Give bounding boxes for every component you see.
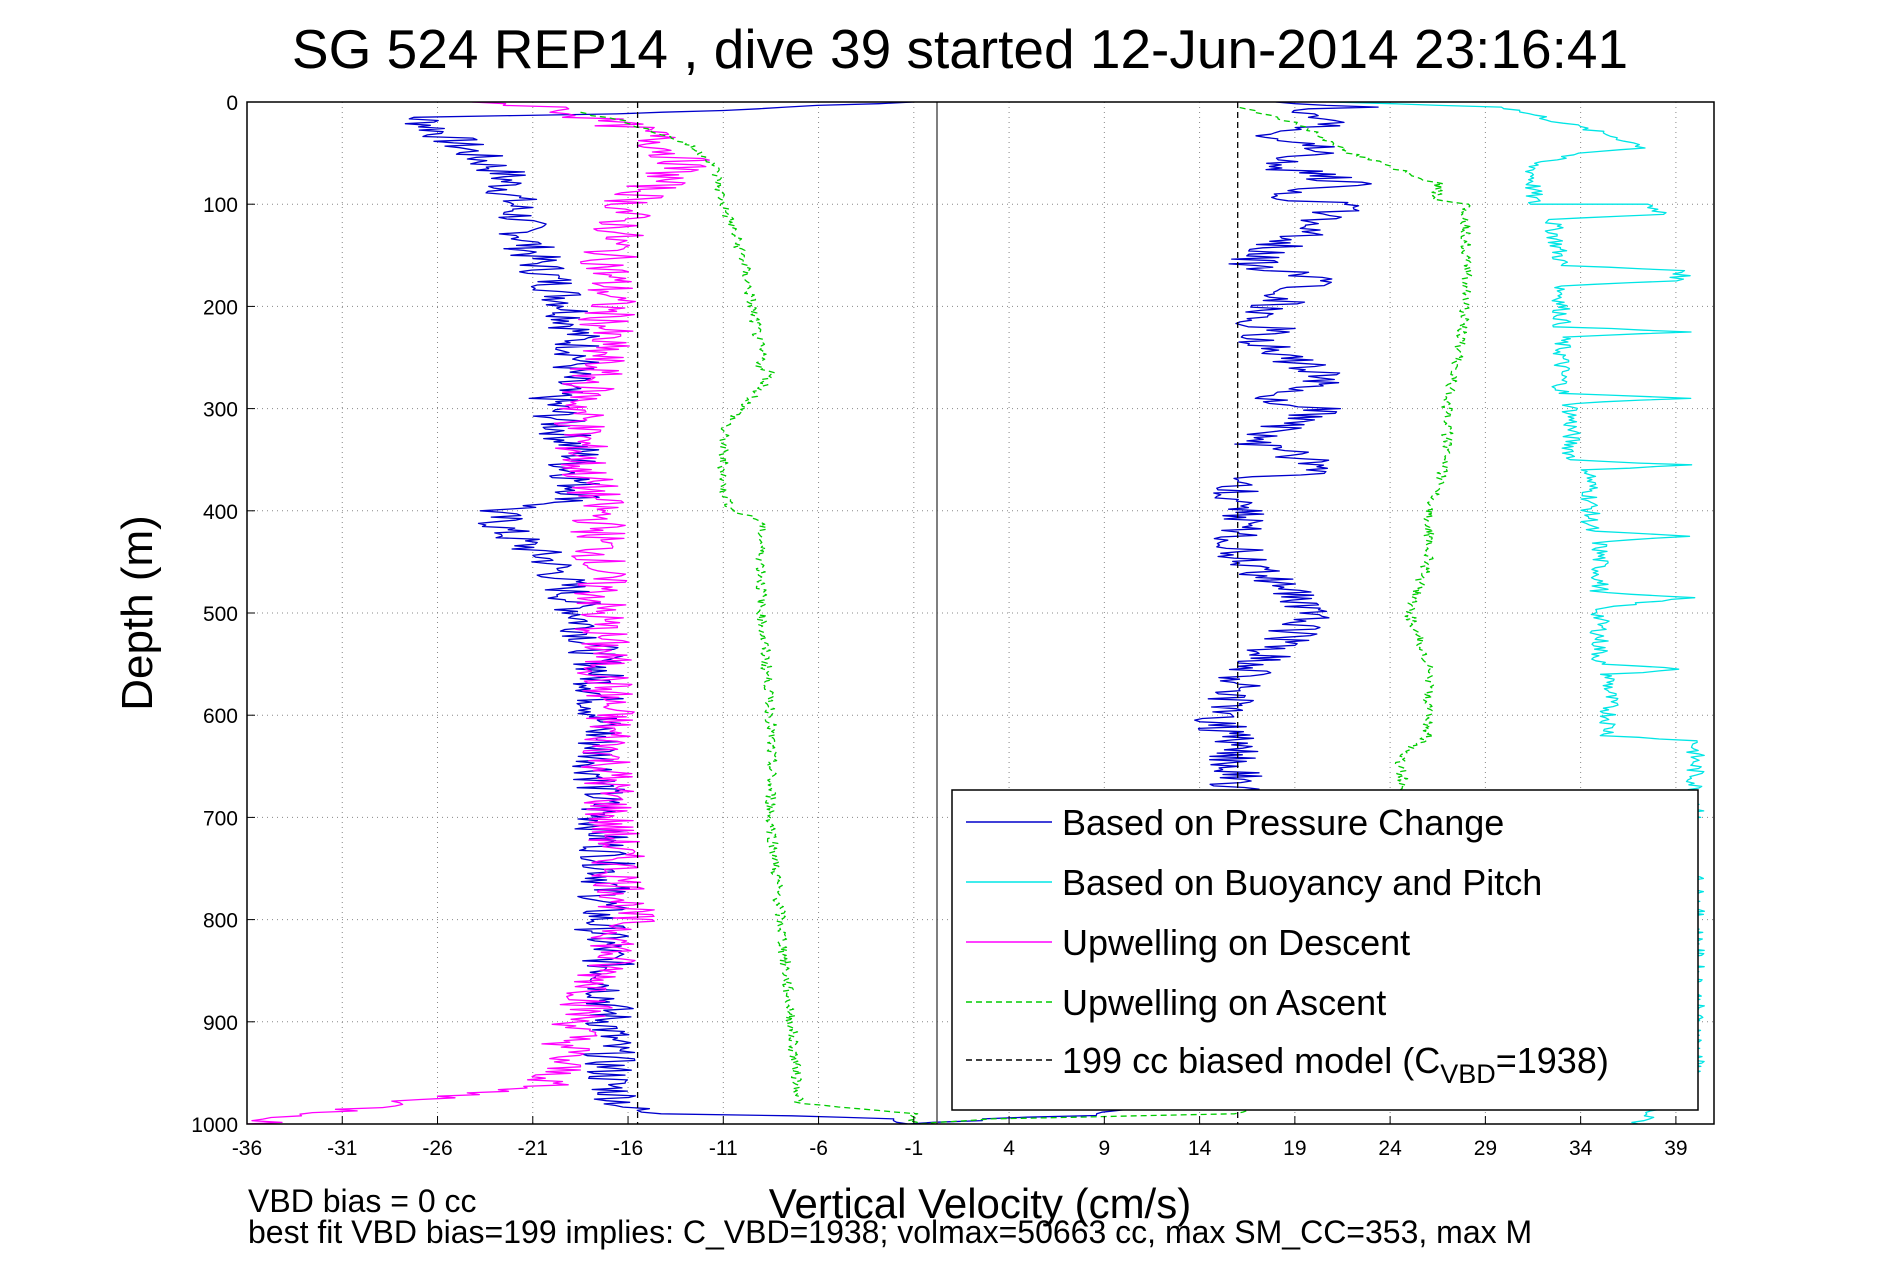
- legend-label-pressure: Based on Pressure Change: [1062, 802, 1504, 843]
- x-tick-label: 9: [1098, 1137, 1110, 1160]
- legend-label-model-tail: =1938): [1496, 1040, 1609, 1081]
- y-tick-label: 900: [203, 1012, 238, 1035]
- y-tick-label: 200: [203, 296, 238, 319]
- y-tick-label: 1000: [191, 1114, 238, 1137]
- x-tick-label: -16: [613, 1137, 643, 1160]
- x-tick-label: -1: [904, 1137, 923, 1160]
- y-tick-label: 800: [203, 910, 238, 933]
- legend-label-descent: Upwelling on Descent: [1062, 922, 1410, 963]
- annotation-vbd-bias: VBD bias = 0 cc: [248, 1183, 477, 1219]
- legend: Based on Pressure Change Based on Buoyan…: [951, 789, 1699, 1111]
- x-tick-label: -11: [709, 1137, 738, 1160]
- legend-label-model-sub: VBD: [1440, 1059, 1496, 1089]
- y-axis-label: Depth (m): [113, 515, 162, 711]
- x-tick-label: -6: [809, 1137, 828, 1160]
- series-lines: [247, 102, 1706, 1124]
- x-tick-label: -31: [327, 1137, 357, 1160]
- y-tick-label: 100: [203, 194, 238, 217]
- legend-label-model: 199 cc biased model (CVBD=1938): [1062, 1040, 1609, 1089]
- x-tick-label: -21: [518, 1137, 548, 1160]
- x-tick-label: 14: [1188, 1137, 1212, 1160]
- y-tick-label: 500: [203, 603, 238, 626]
- axis-ticks: -36 -31 -26 -21 -16 -11 -6 -1 4 9 14 19 24 29 34 39 0 100…: [191, 92, 1687, 1160]
- y-tick-label: 600: [203, 705, 238, 728]
- x-tick-label: 24: [1378, 1137, 1402, 1160]
- series-line-1: [1330, 102, 1706, 1124]
- x-tick-label: -26: [422, 1137, 452, 1160]
- x-tick-label: 29: [1474, 1137, 1497, 1160]
- x-tick-label: 34: [1569, 1137, 1593, 1160]
- x-tick-label: 39: [1664, 1137, 1687, 1160]
- series-line-2: [247, 102, 710, 1124]
- y-tick-label: 300: [203, 399, 238, 422]
- y-tick-label: 0: [226, 92, 238, 115]
- x-axis-label: Vertical Velocity (cm/s): [769, 1180, 1191, 1227]
- chart-title: SG 524 REP14 , dive 39 started 12-Jun-20…: [292, 18, 1628, 80]
- annotation-best-fit: best fit VBD bias=199 implies: C_VBD=193…: [248, 1214, 1532, 1250]
- x-tick-label: 4: [1003, 1137, 1015, 1160]
- y-tick-label: 400: [203, 501, 238, 524]
- legend-box: [951, 789, 1699, 1111]
- series-line-3: [580, 106, 1473, 1124]
- legend-label-buoyancy: Based on Buoyancy and Pitch: [1062, 862, 1542, 903]
- x-tick-label: -36: [232, 1137, 262, 1160]
- legend-label-model-main: 199 cc biased model (C: [1062, 1040, 1440, 1081]
- y-tick-label: 700: [203, 807, 238, 830]
- legend-label-ascent: Upwelling on Ascent: [1062, 982, 1386, 1023]
- x-tick-label: 19: [1283, 1137, 1306, 1160]
